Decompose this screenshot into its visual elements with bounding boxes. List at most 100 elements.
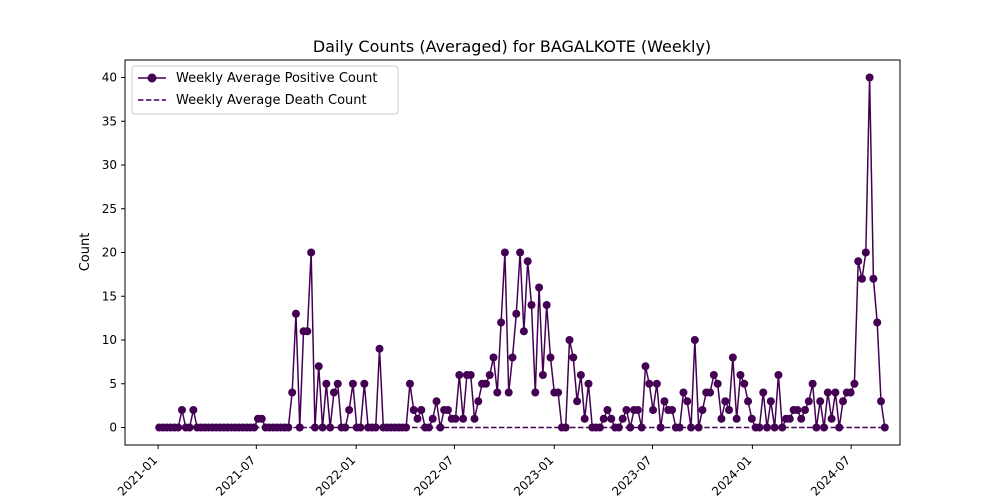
x-axis: 2021-01 2021-07 2022-01 2022-07 2023-01 2023-… bbox=[115, 445, 853, 499]
positive-count-point bbox=[736, 371, 745, 379]
positive-count-point bbox=[728, 353, 737, 362]
x-tick-label: 2023-07 bbox=[609, 453, 654, 498]
positive-count-point bbox=[652, 379, 661, 388]
positive-count-point bbox=[402, 423, 411, 432]
positive-count-point bbox=[660, 397, 669, 406]
positive-count-point bbox=[489, 353, 498, 362]
positive-count-point bbox=[766, 397, 775, 406]
positive-count-point bbox=[250, 423, 259, 432]
positive-count-point bbox=[877, 397, 885, 406]
x-tick-label: 2021-01 bbox=[115, 453, 160, 498]
positive-count-point bbox=[356, 423, 365, 432]
positive-count-point bbox=[740, 379, 749, 388]
positive-count-point bbox=[326, 423, 335, 432]
positive-count-point bbox=[793, 406, 802, 414]
positive-count-point bbox=[185, 423, 194, 432]
positive-count-point bbox=[451, 414, 460, 423]
positive-count-point bbox=[835, 423, 844, 432]
y-tick-label: 10 bbox=[102, 333, 117, 347]
positive-count-point bbox=[721, 397, 730, 406]
positive-count-point bbox=[345, 406, 354, 414]
positive-count-point bbox=[516, 248, 525, 257]
positive-count-point bbox=[649, 406, 658, 414]
positive-count-point bbox=[656, 423, 665, 432]
positive-count-point bbox=[432, 397, 441, 406]
positive-count-point bbox=[481, 379, 490, 388]
positive-count-point bbox=[633, 406, 642, 414]
positive-count-point bbox=[443, 406, 452, 414]
positive-count-point bbox=[527, 301, 536, 309]
positive-count-point bbox=[303, 327, 312, 336]
positive-count-point bbox=[607, 414, 616, 423]
positive-count-point bbox=[801, 406, 810, 414]
positive-count-point bbox=[497, 318, 506, 327]
positive-count-point bbox=[409, 406, 418, 414]
x-tick-label: 2021-07 bbox=[213, 453, 258, 498]
x-tick-label: 2022-07 bbox=[411, 453, 456, 498]
positive-count-point bbox=[360, 379, 369, 388]
positive-count-point bbox=[307, 248, 316, 257]
positive-count-point bbox=[744, 397, 753, 406]
positive-count-point bbox=[599, 414, 608, 423]
positive-count-point bbox=[333, 379, 342, 388]
positive-count-point bbox=[413, 414, 422, 423]
x-tick-label: 2022-01 bbox=[313, 453, 358, 498]
y-tick-label: 15 bbox=[102, 289, 117, 303]
positive-count-point bbox=[797, 414, 806, 423]
x-tick-label: 2024-01 bbox=[709, 453, 754, 498]
positive-count-point bbox=[861, 248, 870, 257]
legend-positive-label: Weekly Average Positive Count bbox=[176, 71, 377, 86]
positive-count-point bbox=[759, 388, 768, 397]
positive-count-point bbox=[565, 336, 574, 344]
positive-count-point bbox=[668, 406, 677, 414]
positive-count-point bbox=[816, 397, 825, 406]
positive-count-point bbox=[854, 257, 863, 266]
positive-count-point bbox=[603, 406, 612, 414]
positive-count-point bbox=[626, 423, 635, 432]
positive-count-point bbox=[774, 371, 783, 379]
y-tick-label: 35 bbox=[102, 114, 117, 128]
y-tick-label: 40 bbox=[102, 71, 117, 85]
positive-count-point bbox=[485, 371, 494, 379]
y-axis-label: Count bbox=[78, 233, 93, 272]
positive-count-point bbox=[288, 388, 297, 397]
positive-count-point bbox=[291, 309, 300, 318]
positive-count-point bbox=[455, 371, 464, 379]
positive-count-point bbox=[542, 301, 551, 309]
positive-count-point bbox=[717, 414, 726, 423]
positive-count-point bbox=[322, 379, 331, 388]
positive-count-point bbox=[850, 379, 859, 388]
plot-area bbox=[155, 73, 889, 432]
y-axis: 0 5 10 15 20 25 30 35 40 bbox=[102, 71, 125, 435]
positive-count-point bbox=[257, 414, 266, 423]
positive-count-point bbox=[869, 274, 878, 283]
positive-count-point bbox=[831, 388, 840, 397]
positive-count-point bbox=[770, 423, 779, 432]
y-tick-label: 30 bbox=[102, 158, 117, 172]
positive-count-point bbox=[679, 388, 688, 397]
positive-count-point bbox=[405, 379, 414, 388]
positive-count-point bbox=[371, 423, 380, 432]
x-tick-label: 2024-07 bbox=[808, 453, 853, 498]
positive-count-point bbox=[417, 406, 426, 414]
positive-count-point bbox=[284, 423, 293, 432]
positive-count-point bbox=[519, 327, 528, 336]
positive-count-point bbox=[174, 423, 183, 432]
positive-count-point bbox=[523, 257, 532, 266]
positive-count-point bbox=[538, 371, 547, 379]
positive-count-point bbox=[641, 362, 650, 371]
positive-count-point bbox=[808, 379, 817, 388]
positive-count-point bbox=[177, 406, 186, 414]
positive-count-point bbox=[690, 336, 699, 344]
positive-count-point bbox=[314, 362, 323, 371]
positive-count-point bbox=[474, 397, 483, 406]
legend-box bbox=[131, 65, 399, 115]
positive-count-point bbox=[535, 283, 544, 292]
positive-count-point bbox=[698, 406, 707, 414]
positive-count-point bbox=[508, 353, 517, 362]
positive-count-point bbox=[778, 423, 787, 432]
positive-count-point bbox=[424, 423, 433, 432]
y-tick-label: 20 bbox=[102, 246, 117, 260]
positive-count-point bbox=[466, 371, 475, 379]
